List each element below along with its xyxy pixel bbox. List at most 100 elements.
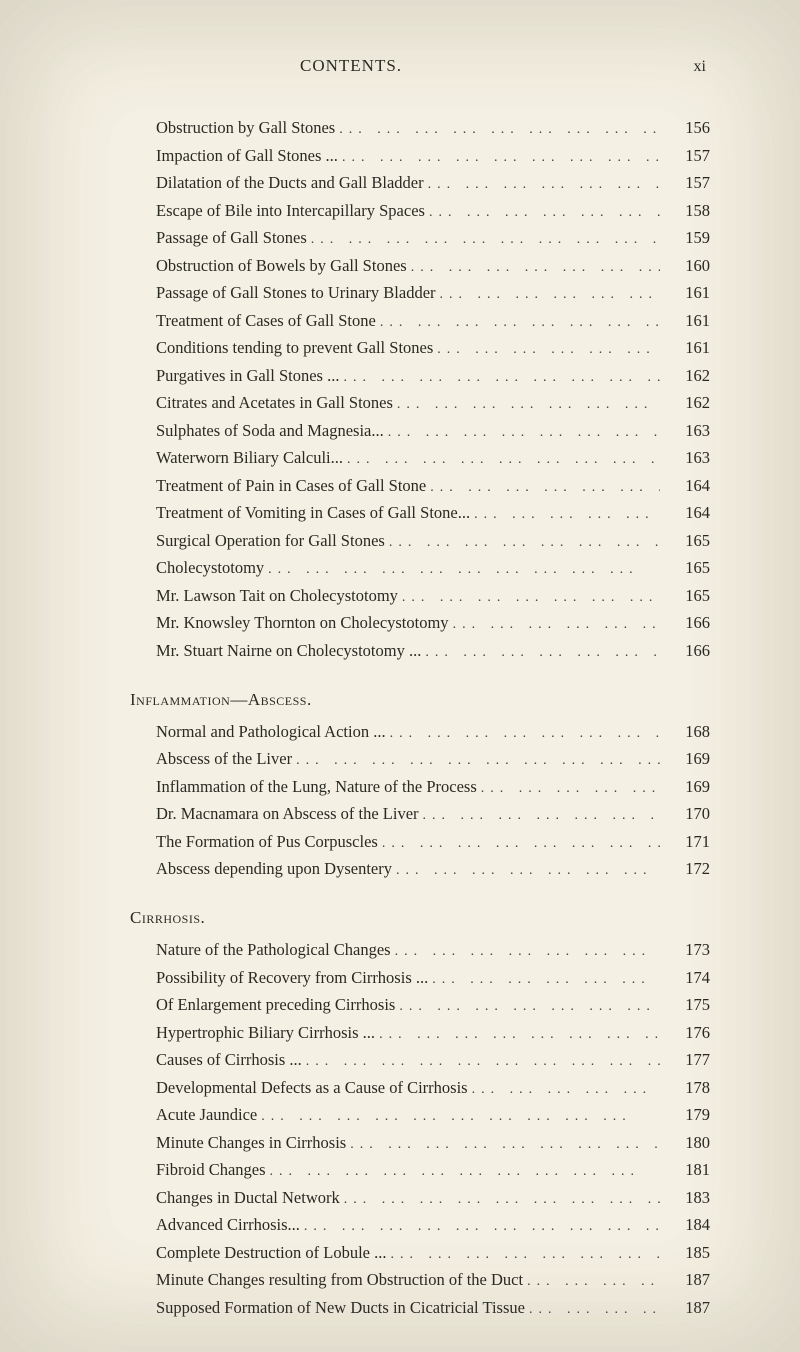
toc-entry: Inflammation of the Lung, Nature of the … <box>130 779 710 796</box>
toc-entry: Sulphates of Soda and Magnesia... ... ...… <box>130 423 710 440</box>
toc-entry-label: Abscess depending upon Dysentery <box>156 861 392 878</box>
toc-entry: Supposed Formation of New Ducts in Cicat… <box>130 1300 710 1317</box>
toc-entry-page: 170 <box>664 806 710 823</box>
toc-leader-dots: ... ... ... ... ... ... ... ... ... ... <box>474 508 660 522</box>
toc-entry-label: Dr. Macnamara on Abscess of the Liver <box>156 806 419 823</box>
toc-entry: Treatment of Vomiting in Cases of Gall S… <box>130 505 710 522</box>
toc-leader-dots: ... ... ... ... ... ... ... ... ... ... <box>347 453 660 467</box>
toc-entry: Normal and Pathological Action ...... ..… <box>130 724 710 741</box>
toc-section: Nature of the Pathological Changes ... ..… <box>130 942 710 1317</box>
toc-entry-page: 169 <box>664 779 710 796</box>
toc-entry: Mr. Lawson Tait on Cholecystotomy ... ...… <box>130 588 710 605</box>
toc-entry-page: 187 <box>664 1300 710 1317</box>
toc-entry-page: 184 <box>664 1217 710 1234</box>
toc-leader-dots: ... ... ... ... ... ... ... ... ... ... <box>432 973 660 987</box>
toc-entry-page: 177 <box>664 1052 710 1069</box>
running-head: CONTENTS. xi <box>130 56 710 76</box>
toc-entry-label: Possibility of Recovery from Cirrhosis .… <box>156 970 428 987</box>
table-of-contents: Obstruction by Gall Stones... ... ... ..… <box>130 120 710 1317</box>
toc-entry: Impaction of Gall Stones ... ... ... ... … <box>130 148 710 165</box>
toc-entry-page: 161 <box>664 313 710 330</box>
running-title: CONTENTS. <box>300 56 402 76</box>
toc-entry-label: Impaction of Gall Stones ... <box>156 148 338 165</box>
toc-entry-label: Fibroid Changes <box>156 1162 266 1179</box>
toc-leader-dots: ... ... ... ... ... ... ... ... ... ... <box>395 945 660 959</box>
toc-entry-label: Hypertrophic Biliary Cirrhosis ... <box>156 1025 375 1042</box>
toc-entry-label: Cholecystotomy <box>156 560 264 577</box>
toc-entry: Cholecystotomy ... ... ... ... ... ... ..… <box>130 560 710 577</box>
toc-leader-dots: ... ... ... ... ... ... ... ... ... ... <box>339 123 660 137</box>
toc-entry: Minute Changes resulting from Obstructio… <box>130 1272 710 1289</box>
toc-entry-label: Obstruction of Bowels by Gall Stones <box>156 258 407 275</box>
toc-leader-dots: ... ... ... ... ... ... ... ... ... ... <box>382 837 660 851</box>
toc-entry-label: Citrates and Acetates in Gall Stones <box>156 395 393 412</box>
toc-entry-label: Causes of Cirrhosis ... <box>156 1052 302 1069</box>
toc-entry-page: 158 <box>664 203 710 220</box>
toc-leader-dots: ... ... ... ... ... ... ... ... ... ... <box>453 618 660 632</box>
toc-entry: Fibroid Changes... ... ... ... ... ... .… <box>130 1162 710 1179</box>
toc-entry-page: 168 <box>664 724 710 741</box>
toc-entry-label: Complete Destruction of Lobule ... <box>156 1245 387 1262</box>
toc-leader-dots: ... ... ... ... ... ... ... ... ... ... <box>397 398 660 412</box>
toc-entry-label: Abscess of the Liver <box>156 751 292 768</box>
toc-entry: Dr. Macnamara on Abscess of the Liver...… <box>130 806 710 823</box>
toc-entry-page: 164 <box>664 505 710 522</box>
toc-leader-dots: ... ... ... ... ... ... ... ... ... ... <box>350 1138 660 1152</box>
toc-entry: Escape of Bile into Intercapillary Space… <box>130 203 710 220</box>
toc-leader-dots: ... ... ... ... ... ... ... ... ... ... <box>380 316 660 330</box>
toc-entry-page: 159 <box>664 230 710 247</box>
toc-entry-page: 172 <box>664 861 710 878</box>
toc-entry-page: 169 <box>664 751 710 768</box>
toc-leader-dots: ... ... ... ... ... ... ... ... ... ... <box>388 426 660 440</box>
toc-leader-dots: ... ... ... ... ... ... ... ... ... ... <box>527 1275 660 1289</box>
toc-section: Normal and Pathological Action ...... ..… <box>130 724 710 879</box>
toc-leader-dots: ... ... ... ... ... ... ... ... ... ... <box>391 1248 661 1262</box>
toc-entry: Treatment of Cases of Gall Stone ... ... … <box>130 313 710 330</box>
toc-entry-page: 174 <box>664 970 710 987</box>
toc-entry-page: 175 <box>664 997 710 1014</box>
toc-entry: Advanced Cirrhosis...... ... ... ... ...… <box>130 1217 710 1234</box>
toc-entry-label: Inflammation of the Lung, Nature of the … <box>156 779 477 796</box>
toc-entry-page: 180 <box>664 1135 710 1152</box>
toc-entry-page: 161 <box>664 340 710 357</box>
toc-entry-label: Mr. Lawson Tait on Cholecystotomy <box>156 588 398 605</box>
toc-entry: Nature of the Pathological Changes ... ..… <box>130 942 710 959</box>
toc-entry-label: Escape of Bile into Intercapillary Space… <box>156 203 425 220</box>
toc-entry: Obstruction of Bowels by Gall Stones ... … <box>130 258 710 275</box>
toc-entry: Developmental Defects as a Cause of Cirr… <box>130 1080 710 1097</box>
toc-entry-page: 157 <box>664 148 710 165</box>
toc-leader-dots: ... ... ... ... ... ... ... ... ... ... <box>390 727 660 741</box>
toc-entry-page: 176 <box>664 1025 710 1042</box>
toc-entry-page: 171 <box>664 834 710 851</box>
toc-entry: Purgatives in Gall Stones ... ... ... ...… <box>130 368 710 385</box>
toc-entry-page: 165 <box>664 533 710 550</box>
toc-entry-page: 160 <box>664 258 710 275</box>
toc-entry-label: Sulphates of Soda and Magnesia... <box>156 423 384 440</box>
toc-entry: Conditions tending to prevent Gall Stone… <box>130 340 710 357</box>
book-page: CONTENTS. xi Obstruction by Gall Stones.… <box>0 0 800 1352</box>
toc-leader-dots: ... ... ... ... ... ... ... ... ... ... <box>342 151 660 165</box>
toc-entry-label: Acute Jaundice <box>156 1107 257 1124</box>
toc-entry-label: Treatment of Cases of Gall Stone <box>156 313 376 330</box>
toc-entry-label: Dilatation of the Ducts and Gall Bladder <box>156 175 424 192</box>
toc-entry-label: Purgatives in Gall Stones ... <box>156 368 339 385</box>
toc-leader-dots: ... ... ... ... ... ... ... ... ... ... <box>344 1193 660 1207</box>
toc-entry-label: Treatment of Vomiting in Cases of Gall S… <box>156 505 470 522</box>
toc-entry-page: 166 <box>664 615 710 632</box>
toc-entry: Acute Jaundice... ... ... ... ... ... ..… <box>130 1107 710 1124</box>
toc-entry: Hypertrophic Biliary Cirrhosis ...... ..… <box>130 1025 710 1042</box>
toc-leader-dots: ... ... ... ... ... ... ... ... ... ... <box>402 591 660 605</box>
toc-entry: Mr. Knowsley Thornton on Cholecystotomy.… <box>130 615 710 632</box>
toc-leader-dots: ... ... ... ... ... ... ... ... ... ... <box>343 371 660 385</box>
toc-leader-dots: ... ... ... ... ... ... ... ... ... ... <box>411 261 660 275</box>
toc-leader-dots: ... ... ... ... ... ... ... ... ... ... <box>472 1083 660 1097</box>
toc-entry: Passage of Gall Stones... ... ... ... ..… <box>130 230 710 247</box>
toc-entry-label: Changes in Ductal Network <box>156 1190 340 1207</box>
toc-leader-dots: ... ... ... ... ... ... ... ... ... ... <box>423 809 660 823</box>
toc-entry-label: Nature of the Pathological Changes <box>156 942 391 959</box>
toc-entry: Causes of Cirrhosis ...... ... ... ... .… <box>130 1052 710 1069</box>
toc-leader-dots: ... ... ... ... ... ... ... ... ... ... <box>268 563 660 577</box>
toc-leader-dots: ... ... ... ... ... ... ... ... ... ... <box>399 1000 660 1014</box>
toc-entry-label: The Formation of Pus Corpuscles <box>156 834 378 851</box>
toc-entry-label: Minute Changes resulting from Obstructio… <box>156 1272 523 1289</box>
